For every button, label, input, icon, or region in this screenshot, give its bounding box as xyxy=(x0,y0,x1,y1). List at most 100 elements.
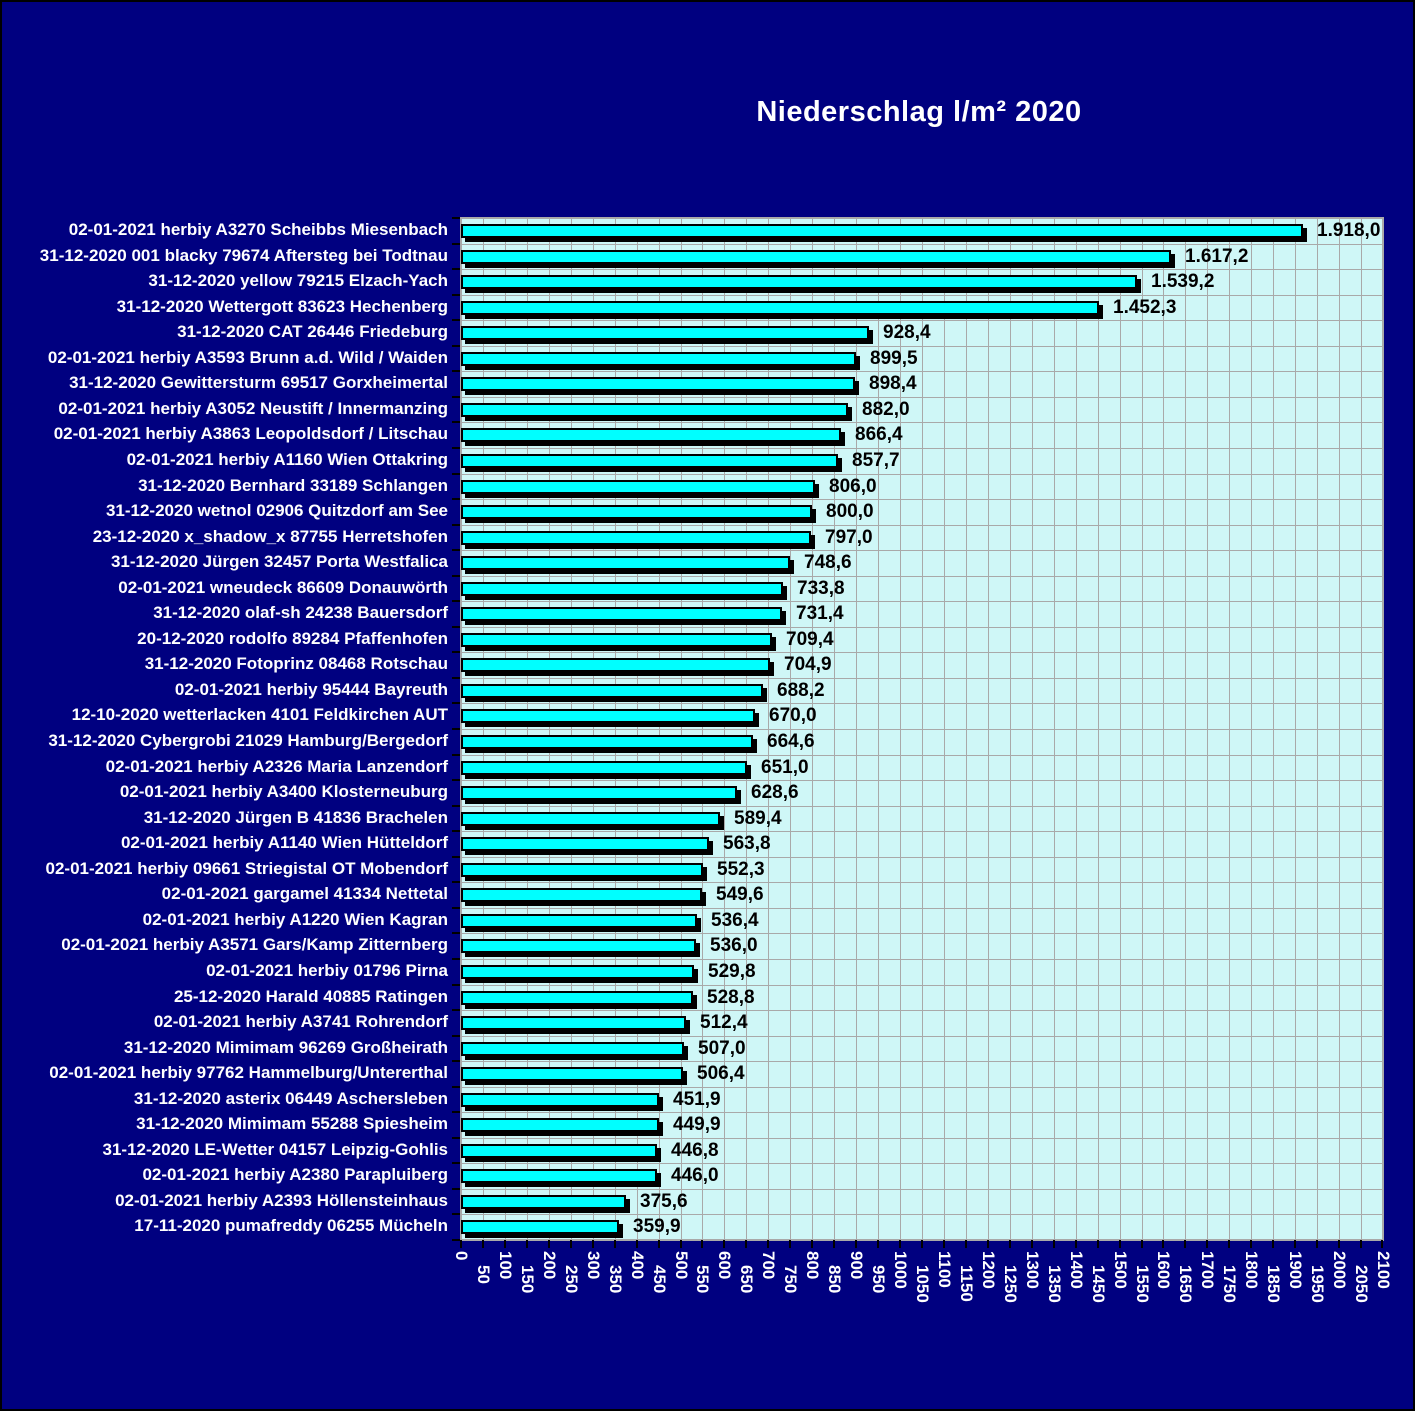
value-tick-mark xyxy=(658,1240,660,1248)
value-tick-mark xyxy=(592,1240,594,1248)
category-label: 31-12-2020 CAT 26446 Friedeburg xyxy=(177,322,448,342)
value-tick-mark xyxy=(504,1240,506,1248)
category-tick-mark xyxy=(452,754,460,756)
value-tick-mark xyxy=(1338,1240,1340,1248)
horizontal-gridline xyxy=(461,244,1383,245)
category-label: 02-01-2021 herbiy A3052 Neustift / Inner… xyxy=(58,398,448,418)
category-tick-mark xyxy=(452,396,460,398)
horizontal-gridline xyxy=(461,1087,1383,1088)
category-tick-mark xyxy=(452,1086,460,1088)
value-tick-mark xyxy=(921,1240,923,1248)
category-label: 12-10-2020 wetterlacken 4101 Feldkirchen… xyxy=(71,705,448,725)
x-tick-label: 1400 xyxy=(1067,1251,1086,1289)
value-label: 449,9 xyxy=(673,1114,721,1136)
bar xyxy=(461,530,811,545)
horizontal-gridline xyxy=(461,1010,1383,1011)
horizontal-gridline xyxy=(461,346,1383,347)
value-tick-mark xyxy=(877,1240,879,1248)
x-tick-label: 1750 xyxy=(1220,1265,1239,1303)
x-tick-label: 850 xyxy=(825,1265,844,1294)
bar xyxy=(461,1067,683,1082)
value-label: 899,5 xyxy=(870,347,918,369)
category-label: 31-12-2020 LE-Wetter 04157 Leipzig-Gohli… xyxy=(102,1139,448,1159)
value-label: 664,6 xyxy=(767,731,815,752)
x-tick-label: 200 xyxy=(540,1251,559,1280)
x-tick-label: 350 xyxy=(606,1265,625,1294)
bar xyxy=(461,428,841,443)
bar xyxy=(461,326,869,341)
category-tick-mark xyxy=(452,728,460,730)
bar xyxy=(461,351,856,366)
category-label: 02-01-2021 herbiy A1140 Wien Hütteldorf xyxy=(120,833,448,853)
horizontal-gridline xyxy=(461,908,1383,909)
value-tick-mark xyxy=(899,1240,901,1248)
x-tick-label: 500 xyxy=(672,1251,691,1280)
horizontal-gridline xyxy=(461,1138,1383,1139)
value-tick-mark xyxy=(460,1240,462,1248)
bar xyxy=(461,888,702,903)
value-tick-mark xyxy=(855,1240,857,1248)
value-label: 704,9 xyxy=(784,654,832,676)
value-label: 628,6 xyxy=(751,782,799,804)
horizontal-gridline xyxy=(461,550,1383,551)
category-label: 02-01-2021 herbiy A3400 Klosterneuburg xyxy=(119,782,448,802)
horizontal-gridline xyxy=(461,397,1383,398)
horizontal-gridline xyxy=(461,422,1383,423)
value-label: 731,4 xyxy=(796,603,844,625)
value-tick-mark xyxy=(723,1240,725,1248)
horizontal-gridline xyxy=(461,882,1383,883)
x-tick-label: 2050 xyxy=(1352,1265,1371,1303)
category-tick-mark xyxy=(452,1213,460,1215)
x-tick-label: 900 xyxy=(847,1251,866,1280)
category-label: 02-01-2021 herbiy A3270 Scheibbs Miesenb… xyxy=(68,220,448,239)
bar xyxy=(461,862,703,877)
category-label: 02-01-2021 herbiy 09661 Striegistal OT M… xyxy=(45,858,448,878)
bar xyxy=(461,683,763,698)
horizontal-gridline xyxy=(461,703,1383,704)
x-tick-label: 600 xyxy=(715,1251,734,1280)
value-tick-mark xyxy=(1206,1240,1208,1248)
value-label: 733,8 xyxy=(797,577,845,599)
category-label: 17-11-2020 pumafreddy 06255 Mücheln xyxy=(134,1216,448,1236)
horizontal-gridline xyxy=(461,831,1383,832)
x-tick-label: 950 xyxy=(869,1265,888,1294)
value-label: 451,9 xyxy=(673,1088,721,1110)
category-label: 02-01-2021 gargamel 41334 Nettetal xyxy=(161,884,448,904)
category-label: 02-01-2021 herbiy 01796 Pirna xyxy=(206,960,448,980)
value-tick-mark xyxy=(1272,1240,1274,1248)
value-label: 806,0 xyxy=(829,475,877,497)
category-label: 31-12-2020 Jürgen 32457 Porta Westfalica xyxy=(110,552,448,572)
bar xyxy=(461,1220,619,1235)
category-label: 02-01-2021 wneudeck 86609 Donauwörth xyxy=(118,577,448,597)
horizontal-gridline xyxy=(461,1189,1383,1190)
bar xyxy=(461,709,755,724)
value-label: 651,0 xyxy=(761,756,809,778)
category-label: 02-01-2021 herbiy A2393 Höllensteinhaus xyxy=(115,1190,448,1210)
x-tick-label: 450 xyxy=(650,1265,669,1294)
value-tick-mark xyxy=(636,1240,638,1248)
category-tick-mark xyxy=(452,268,460,270)
bar xyxy=(461,1118,659,1133)
category-label: 25-12-2020 Harald 40885 Ratingen xyxy=(173,986,448,1006)
value-label: 670,0 xyxy=(769,705,817,727)
category-tick-mark xyxy=(452,932,460,934)
bar xyxy=(461,275,1137,290)
horizontal-gridline xyxy=(461,1036,1383,1037)
category-label: 31-12-2020 Mimimam 55288 Spiesheim xyxy=(136,1114,448,1134)
value-label: 688,2 xyxy=(777,679,825,701)
category-tick-mark xyxy=(452,1137,460,1139)
category-tick-mark xyxy=(452,319,460,321)
category-label: 02-01-2021 herbiy A2326 Maria Lanzendorf xyxy=(105,756,448,776)
bar xyxy=(461,1194,626,1209)
category-label: 20-12-2020 rodolfo 89284 Pfaffenhofen xyxy=(137,628,448,648)
value-label: 709,4 xyxy=(786,628,834,650)
value-tick-mark xyxy=(811,1240,813,1248)
x-tick-label: 650 xyxy=(737,1265,756,1294)
horizontal-gridline xyxy=(461,857,1383,858)
category-label: 31-12-2020 Gewittersturm 69517 Gorxheime… xyxy=(69,373,448,393)
value-label: 446,0 xyxy=(671,1165,719,1187)
horizontal-gridline xyxy=(461,1163,1383,1164)
x-tick-label: 1450 xyxy=(1089,1265,1108,1303)
category-tick-mark xyxy=(452,677,460,679)
x-tick-label: 1550 xyxy=(1133,1265,1152,1303)
